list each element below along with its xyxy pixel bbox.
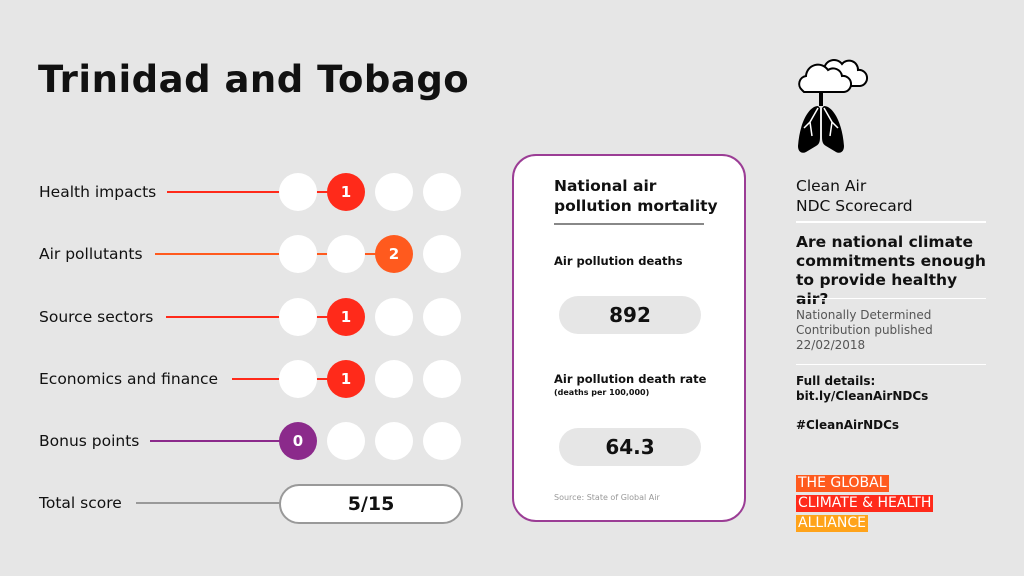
page-title: Trinidad and Tobago xyxy=(38,58,470,101)
score-circle-filled: 2 xyxy=(375,235,413,273)
score-circle-filled: 1 xyxy=(327,173,365,211)
deaths-value: 892 xyxy=(559,296,701,334)
score-row: Source sectors 1 xyxy=(0,297,500,337)
score-circle-filled: 1 xyxy=(327,298,365,336)
card-heading-line: pollution mortality xyxy=(554,197,718,215)
details-label: Full details: xyxy=(796,374,876,388)
score-circle-empty xyxy=(423,422,461,460)
scorecard-title-line: Clean Air xyxy=(796,177,867,195)
rate-label: Air pollution death rate xyxy=(554,372,707,386)
score-circle-empty xyxy=(327,422,365,460)
score-circle-filled: 0 xyxy=(279,422,317,460)
total-score-row: Total score xyxy=(0,483,500,523)
divider xyxy=(554,223,704,225)
score-circle-empty xyxy=(375,360,413,398)
ndc-line: Contribution published xyxy=(796,323,933,337)
connector-line xyxy=(155,253,394,255)
divider xyxy=(796,221,986,223)
score-circle-empty xyxy=(279,298,317,336)
score-circle-empty xyxy=(423,298,461,336)
connector-line xyxy=(136,502,280,504)
score-circle-empty xyxy=(279,360,317,398)
row-label: Bonus points xyxy=(39,432,140,450)
score-circle-empty xyxy=(423,173,461,211)
logo-line: CLIMATE & HEALTH xyxy=(796,495,934,512)
row-label: Health impacts xyxy=(39,183,157,201)
alliance-logo: THE GLOBAL CLIMATE & HEALTH ALLIANCE xyxy=(796,472,934,532)
mortality-card: National air pollution mortality Air poll… xyxy=(512,154,746,522)
score-circle-empty xyxy=(375,422,413,460)
connector-line xyxy=(167,191,346,193)
connector-line xyxy=(150,440,298,442)
score-row: Economics and finance 1 xyxy=(0,359,500,399)
details-link[interactable]: bit.ly/CleanAirNDCs xyxy=(796,389,929,403)
total-score-value: 5/15 xyxy=(279,484,463,524)
cloud-lungs-icon xyxy=(798,59,869,153)
score-row: Health impacts 1 xyxy=(0,172,500,212)
divider xyxy=(796,364,986,365)
ndc-line: Nationally Determined xyxy=(796,308,932,322)
ndc-date: 22/02/2018 xyxy=(796,338,866,352)
score-row: Bonus points 0 xyxy=(0,421,500,461)
row-label: Economics and finance xyxy=(39,370,219,388)
details: Full details: bit.ly/CleanAirNDCs xyxy=(796,374,928,404)
logo-line: THE GLOBAL xyxy=(796,475,889,492)
total-score-label: Total score xyxy=(39,494,122,512)
rate-sublabel: (deaths per 100,000) xyxy=(554,388,650,397)
row-label: Air pollutants xyxy=(39,245,143,263)
deaths-label: Air pollution deaths xyxy=(554,254,683,268)
score-circle-empty xyxy=(327,235,365,273)
rate-value: 64.3 xyxy=(559,428,701,466)
logo-line: ALLIANCE xyxy=(796,515,868,532)
connector-line xyxy=(166,316,346,318)
row-label: Source sectors xyxy=(39,308,154,326)
score-circle-empty xyxy=(279,235,317,273)
source-note: Source: State of Global Air xyxy=(554,493,660,502)
score-circle-empty xyxy=(423,235,461,273)
score-circle-empty xyxy=(375,173,413,211)
scorecard-title-line: NDC Scorecard xyxy=(796,197,913,215)
score-circle-empty xyxy=(423,360,461,398)
hashtag: #CleanAirNDCs xyxy=(796,418,900,432)
score-circle-filled: 1 xyxy=(327,360,365,398)
ndc-info: Nationally Determined Contribution publis… xyxy=(796,308,933,353)
score-circle-empty xyxy=(375,298,413,336)
card-heading-line: National air xyxy=(554,177,657,195)
divider xyxy=(796,298,986,299)
scorecard-title: Clean Air NDC Scorecard xyxy=(796,176,913,216)
score-row: Air pollutants 2 xyxy=(0,234,500,274)
card-heading: National air pollution mortality xyxy=(554,176,718,216)
score-circle-empty xyxy=(279,173,317,211)
question: Are national climate commitments enough … xyxy=(796,233,986,308)
